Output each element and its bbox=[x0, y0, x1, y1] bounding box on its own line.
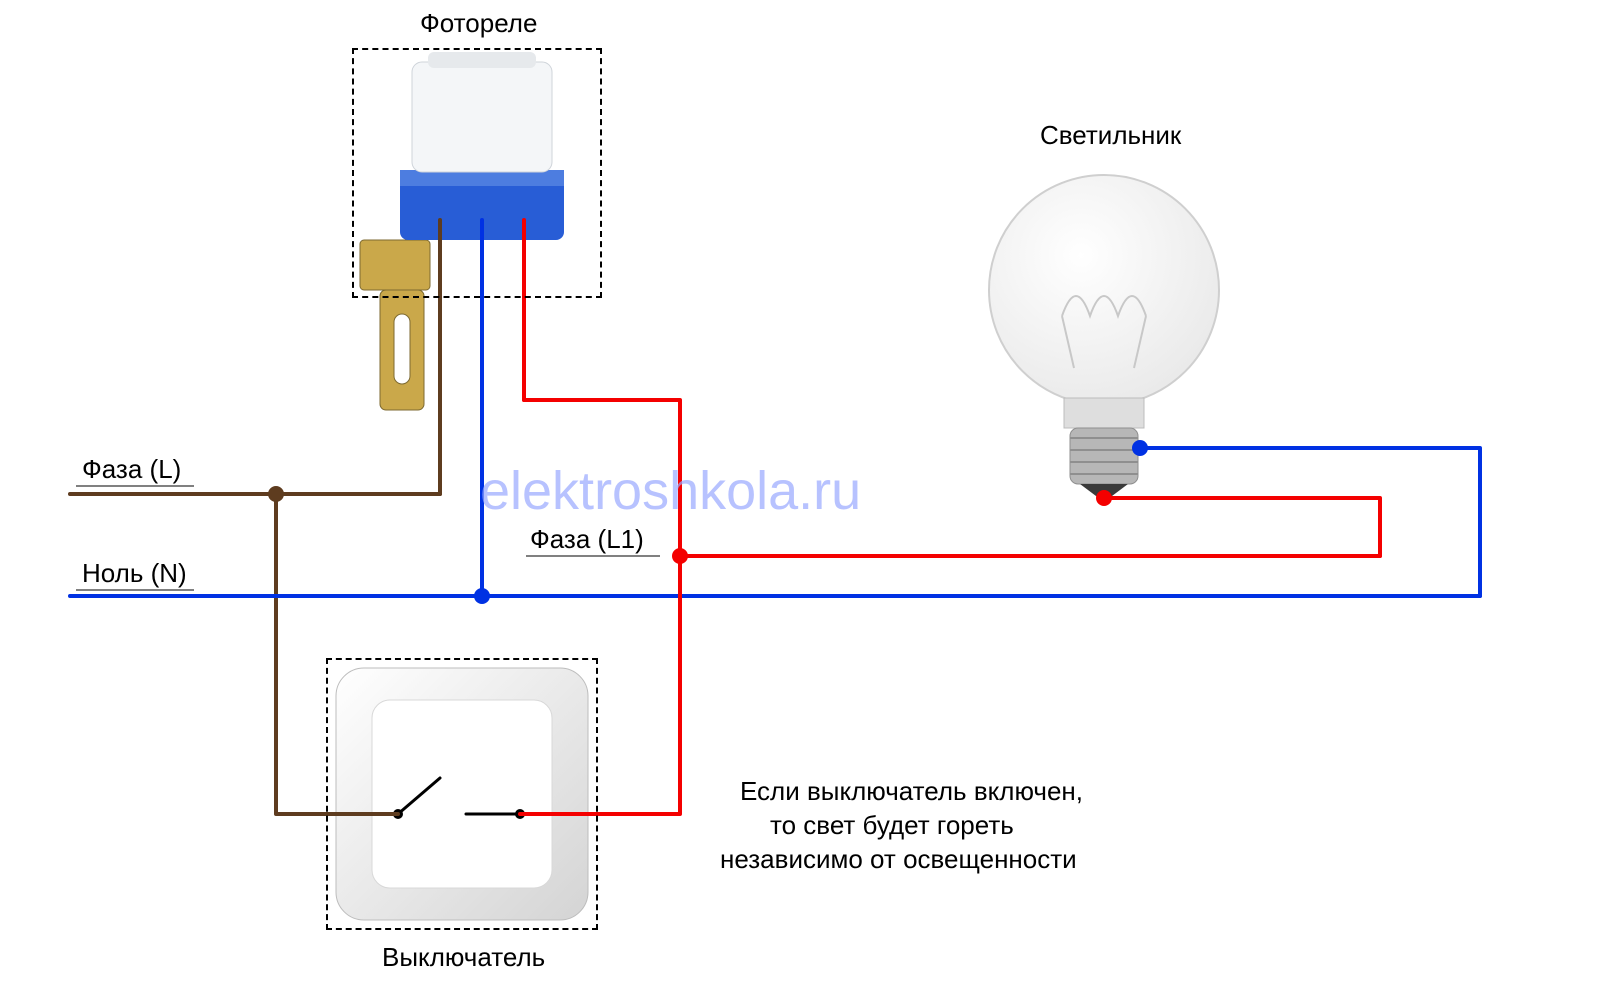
lamp: Светильник bbox=[1040, 120, 1181, 151]
junction-node bbox=[1096, 490, 1112, 506]
junction-node bbox=[1132, 440, 1148, 456]
junction-node bbox=[474, 588, 490, 604]
phaseL1: Фаза (L1) bbox=[530, 524, 644, 555]
junction-node bbox=[672, 548, 688, 564]
junction-node bbox=[268, 486, 284, 502]
note_l3: независимо от освещенности bbox=[720, 844, 1077, 875]
neutralN: Ноль (N) bbox=[82, 558, 187, 589]
switch-dash-box bbox=[326, 658, 598, 930]
note_l1: Если выключатель включен, bbox=[740, 776, 1083, 807]
photoRelay: Фотореле bbox=[420, 8, 537, 39]
phaseL: Фаза (L) bbox=[82, 454, 181, 485]
diagram-stage: Фотореле Светильник Фаза (L) Ноль (N) Фаза (… bbox=[0, 0, 1600, 1008]
lamp-icon bbox=[989, 175, 1219, 502]
switch: Выключатель bbox=[382, 942, 545, 973]
note_l2: то свет будет гореть bbox=[770, 810, 1014, 841]
photoRelay-dash-box bbox=[352, 48, 602, 298]
